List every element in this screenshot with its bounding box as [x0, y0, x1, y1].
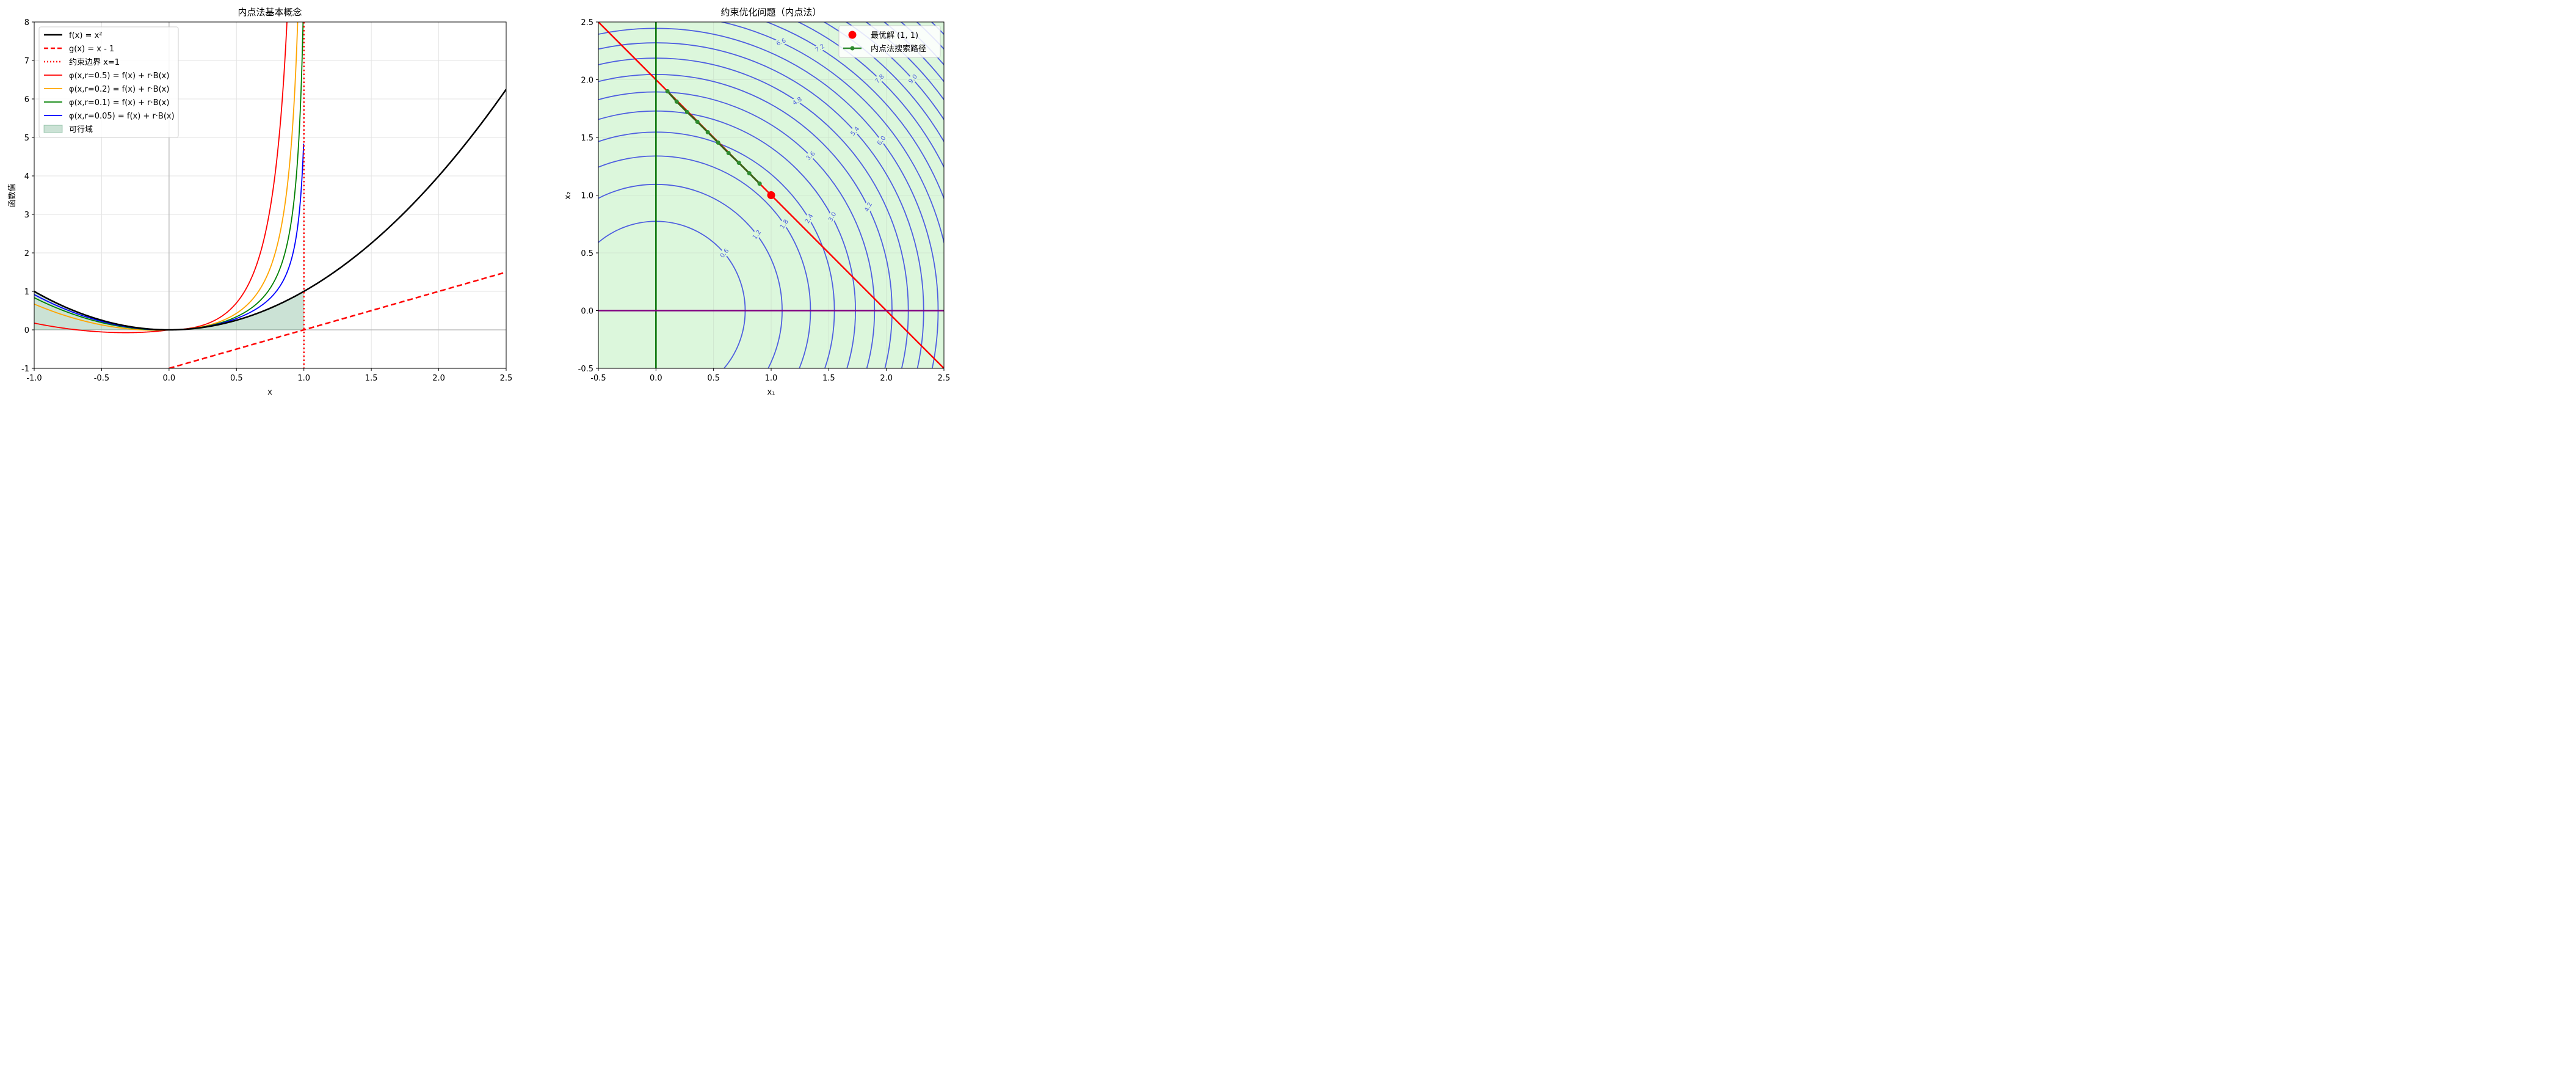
legend-label: 内点法搜索路径 — [871, 44, 926, 54]
x-tick-label: 1.5 — [822, 374, 835, 383]
legend: 最优解 (1, 1) 内点法搜索路径 — [838, 25, 941, 58]
legend-label: φ(x,r=0.2) = f(x) + r·B(x) — [69, 85, 169, 94]
legend-box — [838, 25, 941, 58]
figure: -1.0 -0.5 0.0 0.5 1.0 1.5 2.0 2.5 -1 0 1 2 3 4 5 6 7 8 内… — [7, 7, 950, 397]
legend-label: 约束边界 x=1 — [69, 58, 120, 67]
legend-swatch — [43, 125, 63, 133]
search-path-point — [705, 130, 710, 134]
y-tick-label: 3 — [24, 211, 29, 220]
search-path-point — [716, 140, 720, 145]
x-tick-label: 0.5 — [707, 374, 720, 383]
y-tick-label: 1 — [24, 288, 29, 297]
x-tick-label: -1.0 — [26, 374, 42, 383]
y-tick-label: 2 — [24, 249, 29, 258]
search-path-point — [674, 99, 679, 104]
axes-frame — [34, 21, 507, 369]
y-tick-label: 2.0 — [581, 76, 593, 86]
x-tick-label: 1.0 — [297, 374, 310, 383]
contour-label-bg — [804, 148, 818, 163]
x-tick-label: 1.5 — [365, 374, 378, 383]
search-path-point — [757, 181, 762, 186]
plot-content — [34, 22, 506, 368]
search-path-line — [667, 90, 761, 184]
x-tick-labels: -0.5 0.0 0.5 1.0 1.5 2.0 2.5 — [590, 368, 950, 383]
y-tick-labels: -0.5 0.0 0.5 1.0 1.5 2.0 2.5 — [578, 18, 598, 374]
y-tick-label: 7 — [24, 57, 29, 66]
x-tick-label: 0.0 — [163, 374, 176, 383]
search-path-point — [747, 171, 752, 176]
x-tick-label: 0.5 — [230, 374, 243, 383]
y-tick-label: 0.5 — [581, 249, 593, 258]
y-axis-label: 函数值 — [7, 183, 17, 207]
chart-constrained-optimization: 0.61.21.8 2.4 3.03.64.24.85.46.06.67.27.8 9… — [564, 7, 950, 397]
y-tick-labels: -1 0 1 2 3 4 5 6 7 8 — [21, 18, 34, 374]
x-tick-label: 2.0 — [432, 374, 445, 383]
x-tick-labels: -1.0 -0.5 0.0 0.5 1.0 1.5 2.0 2.5 — [26, 368, 512, 383]
search-path-point — [726, 151, 731, 156]
contour-label-bg — [774, 35, 788, 48]
x-tick-label: 2.5 — [938, 374, 951, 383]
legend-label: f(x) = x² — [69, 31, 102, 40]
x-tick-label: -0.5 — [590, 374, 606, 383]
search-path-point — [684, 109, 689, 114]
legend-label: 可行域 — [69, 125, 93, 134]
series-f-x-squared — [34, 89, 506, 331]
contour-label-bg — [862, 200, 874, 214]
contour-label-bg — [825, 210, 838, 224]
contour-label-bg — [802, 211, 816, 226]
chart-title: 内点法基本概念 — [238, 7, 302, 18]
y-tick-label: 1.5 — [581, 134, 593, 143]
x-tick-label: 2.0 — [880, 374, 893, 383]
y-tick-label: 6 — [24, 95, 29, 104]
y-tick-label: -1 — [21, 365, 29, 374]
y-tick-label: 4 — [24, 172, 29, 181]
contour-label-bg — [777, 217, 791, 232]
search-path-point — [665, 89, 670, 93]
legend-label: φ(x,r=0.5) = f(x) + r·B(x) — [69, 71, 169, 81]
y-tick-label: 5 — [24, 134, 29, 143]
legend-label: g(x) = x - 1 — [69, 45, 114, 54]
search-path-point — [695, 119, 700, 124]
legend-label: φ(x,r=0.05) = f(x) + r·B(x) — [69, 112, 175, 121]
y-tick-label: 2.5 — [581, 18, 593, 27]
x-axis-label: x — [267, 388, 272, 397]
contour-label-bg — [872, 71, 887, 86]
x-tick-label: 0.0 — [650, 374, 662, 383]
y-tick-label: 8 — [24, 18, 29, 27]
optimum-point — [767, 191, 775, 199]
y-tick-label: 0 — [24, 326, 29, 335]
y-axis-label: x₂ — [564, 192, 573, 200]
legend-label: φ(x,r=0.1) = f(x) + r·B(x) — [69, 98, 169, 108]
plot-content: 0.61.21.8 2.4 3.03.64.24.85.46.06.67.27.8 9… — [598, 22, 944, 368]
legend-swatch-optimum — [848, 31, 857, 39]
search-path-point — [736, 161, 741, 166]
y-tick-label: 1.0 — [581, 192, 593, 201]
series-g-x — [169, 271, 506, 368]
contour-label-bg — [905, 71, 920, 86]
legend-box — [38, 26, 179, 138]
contour-label-bg — [789, 94, 805, 108]
x-axis-label: x₁ — [767, 388, 775, 397]
contour-label-bg — [717, 246, 731, 260]
legend-label: 最优解 (1, 1) — [871, 31, 918, 40]
chart-interior-point-concept: -1.0 -0.5 0.0 0.5 1.0 1.5 2.0 2.5 -1 0 1 2 3 4 5 6 7 8 内… — [7, 7, 512, 397]
x-tick-label: -0.5 — [94, 374, 109, 383]
chart-title: 约束优化问题（内点法） — [720, 7, 821, 18]
contour-label-bg — [874, 133, 888, 148]
y-tick-label: 0.0 — [581, 307, 593, 316]
x-tick-label: 2.5 — [500, 374, 513, 383]
x-tick-label: 1.0 — [765, 374, 778, 383]
legend-swatch-path-marker — [850, 46, 855, 51]
contour-label-bg — [812, 42, 827, 54]
legend: f(x) = x² g(x) = x - 1 约束边界 x=1 φ(x,r=0.5) … — [38, 26, 179, 138]
contour-label-bg — [750, 227, 764, 242]
y-tick-label: -0.5 — [578, 365, 593, 374]
contour-label-bg — [847, 124, 862, 139]
